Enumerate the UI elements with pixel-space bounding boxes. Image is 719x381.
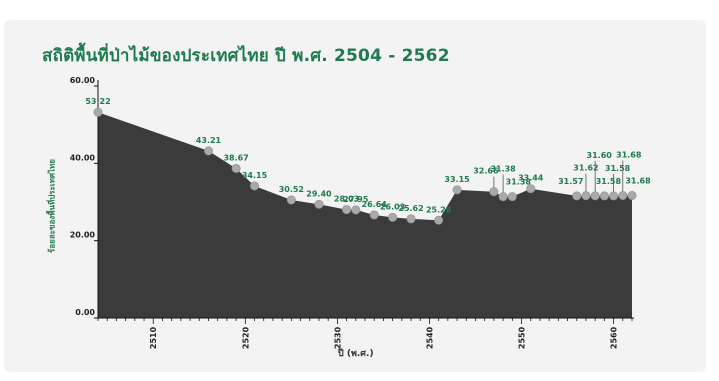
x-tick-label: 2530 — [333, 326, 342, 349]
data-label: 53.22 — [85, 97, 110, 106]
data-label: 31.38 — [506, 178, 532, 187]
data-point — [388, 212, 398, 222]
data-label: 43.21 — [196, 136, 222, 145]
data-point — [434, 215, 444, 225]
data-label: 31.38 — [490, 165, 516, 174]
data-label: 25.28 — [426, 205, 452, 214]
data-label: 25.62 — [398, 204, 423, 213]
data-point — [507, 192, 517, 202]
data-label: 31.68 — [625, 177, 651, 186]
data-label: 28.03 — [334, 195, 359, 204]
data-point — [406, 214, 416, 224]
data-point — [526, 184, 536, 194]
data-label: 26.64 — [362, 200, 388, 209]
data-point — [203, 146, 213, 156]
data-point — [93, 107, 103, 117]
x-tick-label: 2510 — [149, 326, 158, 349]
data-point — [369, 210, 379, 220]
data-point — [572, 191, 582, 201]
data-label: 38.67 — [223, 153, 248, 162]
data-point — [342, 205, 352, 215]
x-axis-label: ปี (พ.ศ.) — [338, 349, 374, 359]
data-point — [452, 185, 462, 195]
data-label: 34.15 — [242, 171, 268, 180]
x-tick-label: 2550 — [518, 326, 527, 349]
data-label: 31.58 — [605, 164, 631, 173]
data-point — [314, 199, 324, 209]
area-fill — [98, 112, 632, 318]
data-label: 31.62 — [573, 164, 598, 173]
data-point — [609, 191, 619, 201]
data-point — [599, 191, 609, 201]
data-point — [250, 181, 260, 191]
y-tick-label: 20.00 — [70, 231, 96, 240]
data-point — [351, 205, 361, 215]
data-label: 32.66 — [473, 167, 499, 176]
data-label: 27.95 — [343, 195, 369, 204]
data-point — [498, 192, 508, 202]
x-tick-label: 2520 — [241, 326, 250, 349]
data-point — [627, 191, 637, 201]
y-axis-label: ร้อยละของพื้นที่ประเทศไทย — [47, 159, 57, 253]
data-point — [489, 187, 499, 197]
data-label: 29.40 — [306, 189, 332, 198]
y-tick-label: 60.00 — [70, 76, 96, 85]
data-point — [618, 191, 628, 201]
data-point — [581, 191, 591, 201]
data-label: 33.44 — [518, 174, 544, 183]
y-tick-label: 0.00 — [75, 308, 95, 317]
chart-title: สถิติพื้นที่ป่าไม้ของประเทศไทย ปี พ.ศ. 2… — [42, 46, 450, 66]
data-point — [286, 195, 296, 205]
x-tick-label: 2560 — [610, 326, 619, 349]
data-label: 33.15 — [444, 175, 470, 184]
data-point — [590, 191, 600, 201]
data-label: 31.58 — [596, 177, 622, 186]
data-label: 30.52 — [279, 185, 304, 194]
data-label: 31.60 — [587, 151, 613, 160]
data-label: 31.68 — [616, 151, 642, 160]
data-label: 26.03 — [380, 202, 405, 211]
x-tick-label: 2540 — [425, 326, 434, 349]
y-tick-label: 40.00 — [70, 153, 96, 162]
data-point — [231, 163, 241, 173]
data-label: 31.57 — [558, 177, 583, 186]
